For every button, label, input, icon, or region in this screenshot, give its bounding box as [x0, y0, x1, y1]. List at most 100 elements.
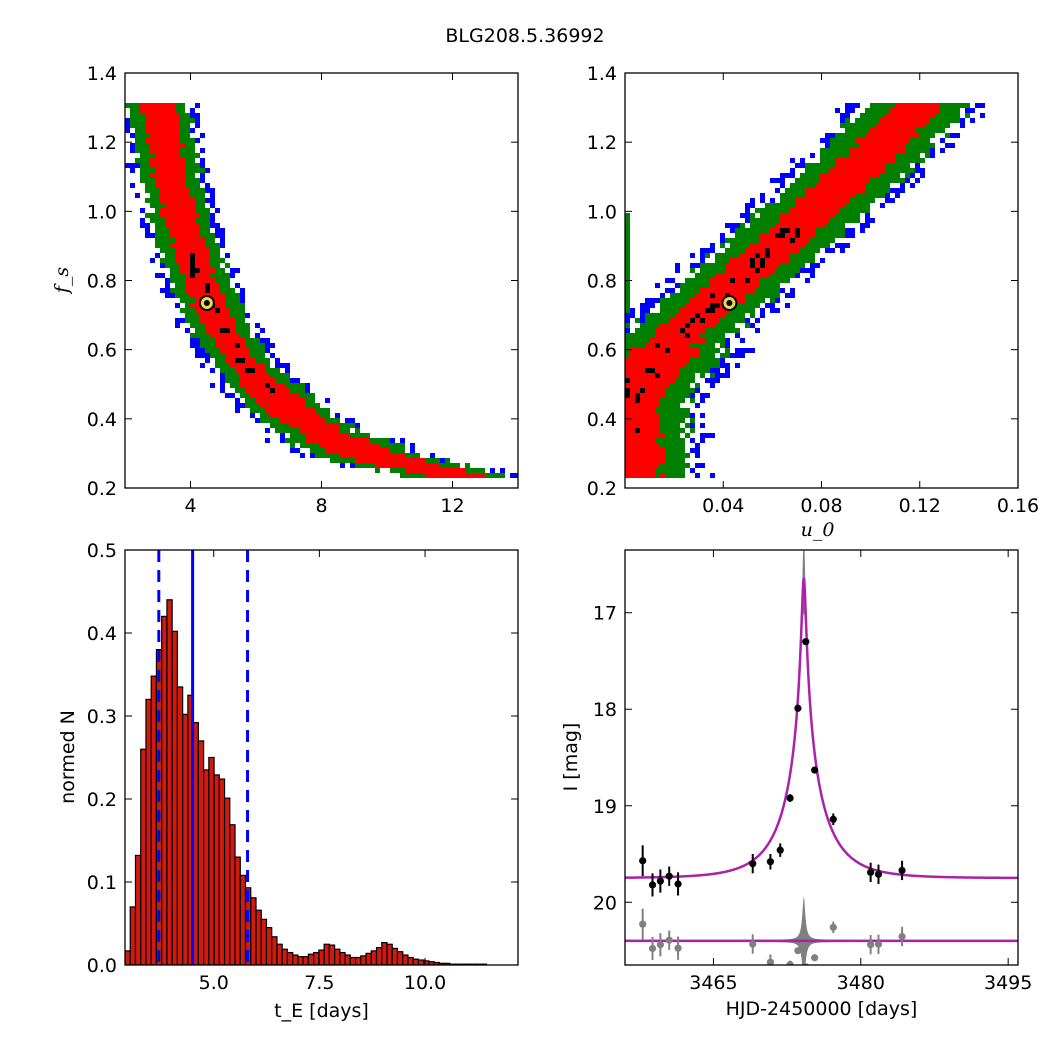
posterior-cell	[675, 338, 680, 343]
posterior-cell	[220, 258, 225, 263]
posterior-cell	[175, 133, 180, 138]
posterior-cell	[165, 158, 170, 163]
posterior-cell	[630, 423, 635, 428]
posterior-cell	[150, 203, 155, 208]
posterior-cell	[340, 423, 345, 428]
posterior-cell	[155, 173, 160, 178]
posterior-cell	[150, 103, 155, 108]
posterior-cell	[170, 248, 175, 253]
posterior-cell	[180, 168, 185, 173]
posterior-cell	[645, 413, 650, 418]
posterior-cell	[215, 308, 220, 313]
posterior-cell	[790, 238, 795, 243]
posterior-cell	[665, 468, 670, 473]
posterior-cell	[215, 223, 220, 228]
posterior-cell	[385, 448, 390, 453]
posterior-cell	[130, 113, 135, 118]
posterior-cell	[220, 298, 225, 303]
posterior-cell	[660, 428, 665, 433]
residual-point	[639, 920, 647, 928]
posterior-cell	[645, 443, 650, 448]
posterior-cell	[685, 393, 690, 398]
posterior-cell	[870, 173, 875, 178]
y-tick-label: 1.2	[87, 132, 117, 154]
posterior-cell	[705, 273, 710, 278]
posterior-cell	[220, 273, 225, 278]
posterior-cell	[260, 338, 265, 343]
posterior-cell	[660, 448, 665, 453]
posterior-cell	[755, 233, 760, 238]
posterior-cell	[810, 183, 815, 188]
posterior-cell	[200, 363, 205, 368]
posterior-cell	[635, 433, 640, 438]
posterior-cell	[230, 373, 235, 378]
posterior-cell	[355, 438, 360, 443]
posterior-cell	[940, 103, 945, 108]
posterior-cell	[650, 458, 655, 463]
posterior-cell	[170, 198, 175, 203]
posterior-cell	[170, 243, 175, 248]
posterior-cell	[190, 168, 195, 173]
posterior-cell	[910, 158, 915, 163]
histogram-bar	[328, 944, 336, 965]
posterior-cell	[625, 333, 630, 338]
posterior-cell	[895, 153, 900, 158]
posterior-cell	[765, 288, 770, 293]
posterior-cell	[700, 268, 705, 273]
posterior-cell	[680, 453, 685, 458]
posterior-cell	[685, 363, 690, 368]
posterior-cell	[695, 348, 700, 353]
posterior-cell	[820, 183, 825, 188]
posterior-cell	[855, 218, 860, 223]
posterior-cell	[180, 263, 185, 268]
posterior-cell	[190, 223, 195, 228]
posterior-cell	[755, 248, 760, 253]
posterior-cell	[665, 333, 670, 338]
posterior-cell	[220, 328, 225, 333]
y-tick-label: 0.1	[87, 872, 117, 894]
posterior-cell	[450, 473, 455, 478]
posterior-cell	[625, 358, 630, 363]
posterior-cell	[455, 463, 460, 468]
posterior-cell	[665, 353, 670, 358]
posterior-cell	[680, 328, 685, 333]
histogram-bar	[229, 824, 236, 965]
posterior-cell	[235, 298, 240, 303]
posterior-cell	[865, 153, 870, 158]
posterior-cell	[695, 313, 700, 318]
posterior-cell	[655, 398, 660, 403]
posterior-cell	[655, 283, 660, 288]
posterior-cell	[625, 293, 630, 298]
posterior-cell	[145, 148, 150, 153]
posterior-cell	[840, 213, 845, 218]
posterior-cell	[865, 173, 870, 178]
residual-point	[786, 960, 794, 965]
posterior-cell	[780, 208, 785, 213]
posterior-cell	[805, 168, 810, 173]
posterior-cell	[180, 278, 185, 283]
posterior-cell	[270, 378, 275, 383]
posterior-cell	[230, 288, 235, 293]
posterior-cell	[170, 238, 175, 243]
posterior-cell	[850, 208, 855, 213]
posterior-cell	[185, 288, 190, 293]
posterior-cell	[130, 183, 135, 188]
posterior-cell	[215, 293, 220, 298]
posterior-cell	[915, 133, 920, 138]
posterior-cell	[805, 218, 810, 223]
posterior-cell	[655, 433, 660, 438]
posterior-cell	[825, 168, 830, 173]
posterior-cell	[675, 448, 680, 453]
posterior-cell	[805, 278, 810, 283]
posterior-cell	[760, 228, 765, 233]
posterior-cell	[915, 168, 920, 173]
posterior-cell	[855, 123, 860, 128]
posterior-cell	[155, 233, 160, 238]
posterior-cell	[225, 343, 230, 348]
posterior-cell	[335, 438, 340, 443]
residual-point	[898, 932, 906, 941]
posterior-cell	[250, 388, 255, 393]
posterior-cell	[645, 358, 650, 363]
posterior-cell	[345, 418, 350, 423]
posterior-cell	[720, 313, 725, 318]
